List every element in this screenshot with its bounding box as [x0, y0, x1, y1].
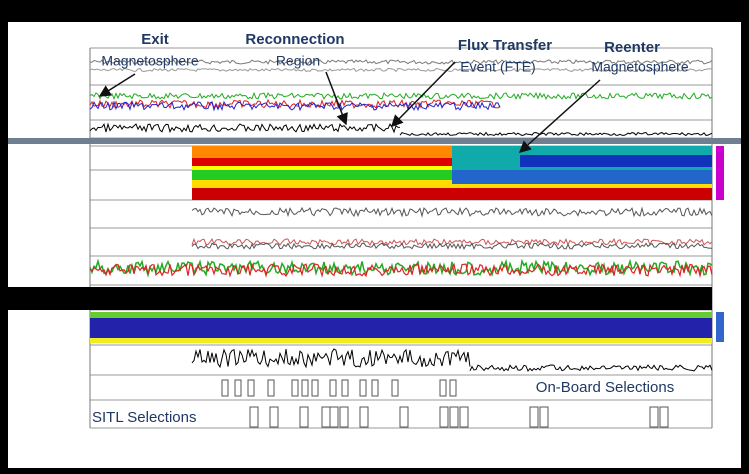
- spectrogram: [452, 170, 712, 184]
- annotation-title: Exit: [141, 31, 169, 48]
- spectrogram: [90, 312, 712, 318]
- annotation-text: Magnetosphere: [591, 59, 689, 75]
- black-band: [8, 287, 712, 310]
- spectrogram: [192, 166, 452, 170]
- annotation-text: Event (FTE): [460, 59, 535, 75]
- spectrogram: [192, 158, 452, 166]
- sitl-label: SITL Selections: [92, 409, 197, 426]
- spectrogram: [90, 338, 712, 343]
- annotation-text: Magnetosphere: [101, 53, 199, 69]
- spectrogram: [192, 188, 712, 200]
- spectrogram: [520, 155, 712, 167]
- color-bar: [716, 312, 724, 342]
- color-bar: [716, 146, 724, 200]
- screenshot: Exit Magnetosphere Reconnection Region F…: [0, 0, 749, 474]
- annotation-title: Flux Transfer: [458, 37, 552, 54]
- onboard-label: On-Board Selections: [536, 379, 674, 396]
- spectrogram: [192, 146, 452, 158]
- annotation-title: Reenter: [604, 39, 660, 56]
- annotation-title: Reconnection: [245, 31, 344, 48]
- annotation-text: Region: [276, 53, 320, 69]
- divider: [8, 138, 741, 144]
